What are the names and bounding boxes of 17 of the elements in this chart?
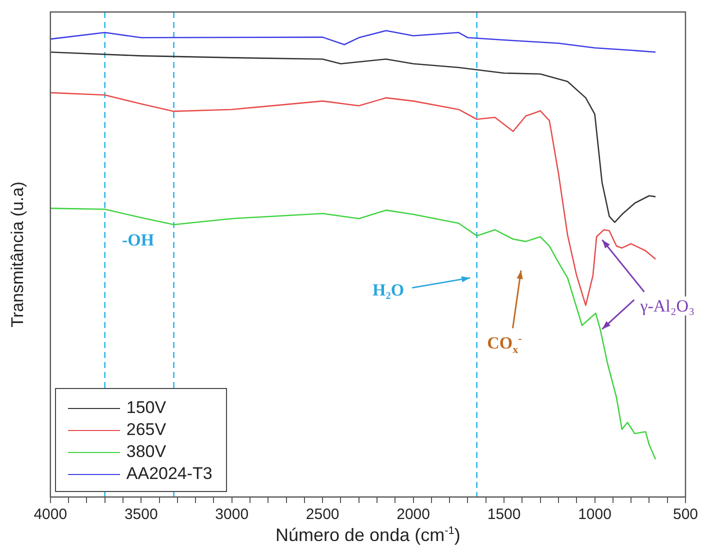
legend-label: 265V	[126, 420, 166, 440]
annotation: -OH	[122, 230, 154, 250]
x-tick-label: 2500	[306, 506, 340, 524]
x-tick-label: 3500	[124, 506, 158, 524]
x-tick-label: 500	[672, 506, 698, 524]
legend-label: AA2024-T3	[126, 464, 212, 484]
x-tick-label: 4000	[34, 506, 68, 524]
legend-label: 150V	[126, 398, 166, 418]
annotation: γ-Al₂O₃	[638, 296, 697, 316]
y-axis-title: Transmitância (u.a)	[8, 182, 27, 328]
x-tick-label: 1000	[578, 506, 612, 524]
x-axis-title: Número de onda (cm$^{-1}$)	[276, 525, 460, 546]
x-tick-label: 1500	[487, 506, 521, 524]
x-tick-label: 3000	[215, 506, 249, 524]
legend-label: 380V	[126, 442, 166, 462]
annotation: H₂O	[372, 280, 404, 300]
x-tick-label: 2000	[396, 506, 430, 524]
